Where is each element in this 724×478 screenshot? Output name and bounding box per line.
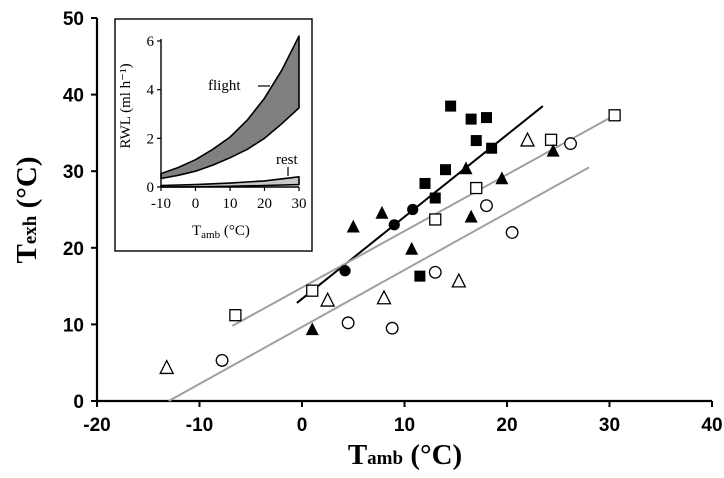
open-circle-point-2: [385, 321, 399, 335]
x-axis-title-unit: (°C): [403, 439, 462, 471]
filled-triangle-point-1: [346, 219, 360, 233]
filled-triangle-point-6: [495, 171, 509, 185]
x-axis-title: Tamb (°C): [348, 439, 462, 471]
y-tick-label-0: 0: [73, 392, 84, 413]
open-triangle-point-1: [320, 291, 336, 307]
flight-label: flight: [208, 78, 241, 94]
x-tick-label-1: -10: [186, 415, 213, 436]
open-square-point-0: [229, 309, 242, 322]
open-square-point-3: [470, 181, 483, 195]
x-tick-label-6: 40: [701, 415, 722, 436]
filled-circle-point-0: [339, 265, 351, 277]
y-tick-label-2: 20: [63, 239, 84, 260]
open-circle-point-1: [341, 316, 355, 330]
open-triangle-point-2: [376, 289, 392, 305]
open-circle-point-3: [428, 265, 442, 279]
x-tick-label-5: 30: [599, 415, 620, 436]
open-square-point-2: [429, 213, 442, 226]
open-square-point-1: [306, 284, 319, 297]
inset-x-axis-title-main: T: [192, 223, 201, 239]
inset-x-tick-label-4: 30: [292, 196, 307, 212]
inset-y-tick-label-0: 0: [147, 180, 155, 196]
inset-y-axis-title: RWL (ml h⁻¹): [118, 63, 134, 148]
x-axis-title-main: T: [348, 439, 367, 471]
flight-band: [160, 35, 300, 180]
open-square-point-5: [608, 109, 621, 122]
x-tick-label-4: 20: [496, 415, 517, 436]
inset-x-tick-label-0: -10: [151, 196, 171, 212]
open-triangle-point-0: [159, 359, 175, 375]
y-tick-label-4: 40: [63, 86, 84, 107]
filled-square-point-7: [429, 192, 441, 204]
regression-line-black-0: [296, 105, 544, 304]
filled-square-point-8: [414, 270, 426, 282]
filled-square-point-6: [440, 164, 451, 176]
filled-square-point-3: [470, 135, 482, 147]
inset-x-tick-label-3: 20: [257, 196, 272, 212]
open-circle-point-6: [564, 137, 578, 151]
y-axis-title-sub: exh: [20, 215, 41, 244]
open-square-point-4: [544, 133, 558, 146]
rest-label: rest: [276, 152, 298, 168]
filled-triangle-point-3: [405, 241, 419, 255]
open-circle-point-5: [505, 226, 519, 239]
filled-triangle-point-2: [375, 205, 389, 219]
inset-frame: [114, 18, 313, 252]
inset-y-tick-label-1: 2: [147, 131, 155, 147]
y-axis-title-unit: (°C): [11, 157, 43, 216]
filled-square-point-0: [445, 100, 457, 112]
inset-x-tick-label-2: 10: [223, 196, 238, 212]
y-tick-label-3: 30: [63, 162, 84, 183]
y-tick-label-1: 10: [63, 315, 84, 336]
filled-square-point-1: [465, 113, 477, 125]
open-circle-point-4: [480, 199, 493, 213]
inset-x-axis-title-sub: amb: [201, 229, 220, 241]
filled-circle-point-2: [407, 203, 419, 216]
open-triangle-point-4: [519, 131, 536, 147]
filled-triangle-point-0: [305, 322, 319, 336]
x-axis-title-sub: amb: [367, 448, 403, 469]
inset-x-tick-label-1: 0: [192, 196, 200, 212]
inset-y-tick-label-2: 4: [147, 83, 155, 99]
inset-y-tick-label-3: 6: [147, 34, 155, 50]
filled-triangle-point-4: [459, 161, 473, 175]
filled-square-point-5: [419, 177, 431, 189]
filled-triangle-point-5: [464, 209, 478, 223]
x-tick-label-0: -20: [83, 415, 110, 436]
filled-square-point-4: [486, 142, 498, 154]
y-tick-label-5: 50: [63, 9, 84, 30]
regression-line-gray-2: [168, 166, 590, 402]
y-axis-title-main: T: [11, 244, 43, 263]
open-circle-point-0: [215, 353, 229, 367]
x-tick-label-2: 0: [297, 415, 308, 436]
filled-circle-point-1: [388, 219, 400, 231]
y-axis-title: Texh (°C): [11, 157, 43, 264]
inset-x-axis-title: Tamb (°C): [192, 223, 250, 241]
filled-square-point-2: [481, 112, 492, 124]
filled-triangle-point-7: [546, 143, 560, 157]
open-triangle-point-3: [451, 272, 467, 288]
x-tick-label-3: 10: [394, 415, 415, 436]
inset-x-axis-title-unit: (°C): [220, 223, 250, 239]
